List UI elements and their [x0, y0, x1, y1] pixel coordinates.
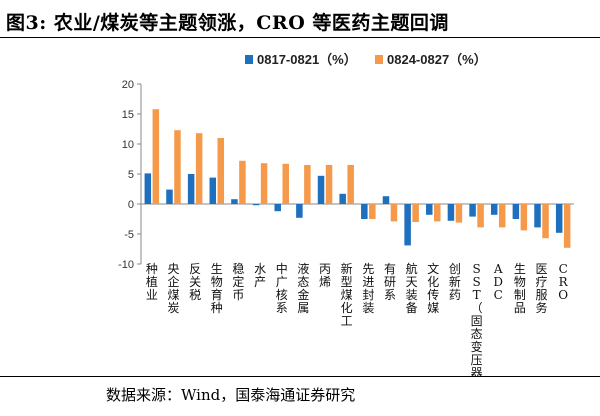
bar-series-2 — [304, 165, 311, 204]
bar-series-1 — [339, 193, 346, 204]
x-category-label: 医疗服务 — [536, 262, 548, 315]
bar-series-1 — [469, 204, 476, 217]
bar-series-2 — [520, 204, 528, 231]
x-category-label: 反关税 — [189, 262, 201, 302]
bar-series-1 — [512, 204, 520, 219]
bar-chart: -10 -5 0 5 10 15 20 种植业央企煤炭反关税生物育种稳定币水产中广核系液态金属… — [118, 52, 574, 376]
bar-series-1 — [382, 196, 390, 204]
bar-series-2 — [434, 204, 441, 222]
bar-series-1 — [274, 204, 281, 212]
bar-series-1 — [166, 189, 173, 204]
bar-series-2 — [217, 138, 225, 204]
data-source: 数据来源：Wind，国泰海通证券研究 — [106, 386, 356, 404]
bar-series-2 — [282, 163, 289, 204]
bar-series-1 — [231, 199, 238, 204]
x-category-label: 央企煤炭 — [167, 262, 179, 315]
bar-series-2 — [498, 204, 506, 228]
x-category-label: 有研系 — [384, 262, 396, 302]
bar-series-2 — [152, 109, 160, 204]
bar-series-2 — [369, 204, 376, 219]
bar-series-2 — [347, 165, 354, 204]
bar-series-2 — [563, 204, 571, 248]
y-tick-label: 20 — [122, 79, 134, 91]
y-tick-label: 15 — [122, 109, 134, 121]
chart-title: 图3: 农业/煤炭等主题领涨，CRO 等医药主题回调 — [6, 12, 449, 34]
y-tick-label: 10 — [122, 139, 134, 151]
bar-series-1 — [426, 204, 433, 215]
x-category-label: 创新药 — [449, 262, 461, 302]
y-tick-label: -10 — [118, 259, 134, 271]
x-category-label: 文化传媒 — [427, 261, 439, 315]
bar-series-1 — [447, 204, 455, 221]
y-tick-label: -5 — [124, 229, 134, 241]
bar-series-1 — [361, 204, 368, 219]
legend-label-2: 0824-0827（%） — [387, 52, 487, 67]
legend-label-1: 0817-0821（%） — [257, 52, 357, 67]
y-tick-label: 0 — [128, 199, 134, 211]
bar-series-2 — [239, 160, 246, 204]
x-category-label: SST（固态变压器） — [471, 262, 483, 376]
bar-series-2 — [195, 133, 203, 204]
bar-series-2 — [174, 130, 181, 204]
bar-series-1 — [144, 173, 152, 204]
x-category-label: 水产 — [254, 262, 266, 289]
bar-series-1 — [555, 204, 563, 233]
y-tick-label: 5 — [128, 169, 134, 181]
bar-series-2 — [455, 204, 463, 223]
x-category-label: 生物制品 — [514, 262, 526, 315]
title-divider — [0, 37, 600, 38]
bar-series-2 — [260, 163, 268, 204]
x-category-label: 新型煤化工 — [341, 261, 353, 328]
x-category-label: 中广核系 — [276, 261, 288, 315]
bar-series-1 — [296, 204, 303, 218]
bar-series-1 — [187, 174, 195, 204]
bar-series-1 — [317, 175, 325, 204]
bar-series-1 — [404, 204, 411, 246]
bar-series-2 — [390, 204, 398, 222]
x-category-label: 种植业 — [146, 262, 158, 302]
bar-series-2 — [412, 204, 419, 222]
x-category-label: 丙烯 — [319, 262, 331, 289]
x-category-label: 先进封装 — [362, 262, 374, 315]
bar-series-1 — [490, 204, 498, 215]
legend-swatch-2 — [375, 55, 383, 64]
bar-series-1 — [534, 204, 541, 228]
bar-series-2 — [477, 204, 484, 228]
x-category-label: 航天装备 — [406, 261, 418, 315]
x-category-label: 液态金属 — [297, 261, 309, 315]
bar-series-1 — [209, 177, 217, 204]
bar-series-2 — [325, 165, 333, 204]
x-category-label: 稳定币 — [232, 261, 244, 302]
bar-series-1 — [252, 204, 260, 206]
x-category-label: 生物育种 — [211, 262, 223, 315]
bar-series-2 — [542, 204, 549, 239]
legend-swatch-1 — [245, 55, 253, 64]
source-divider — [0, 376, 600, 377]
